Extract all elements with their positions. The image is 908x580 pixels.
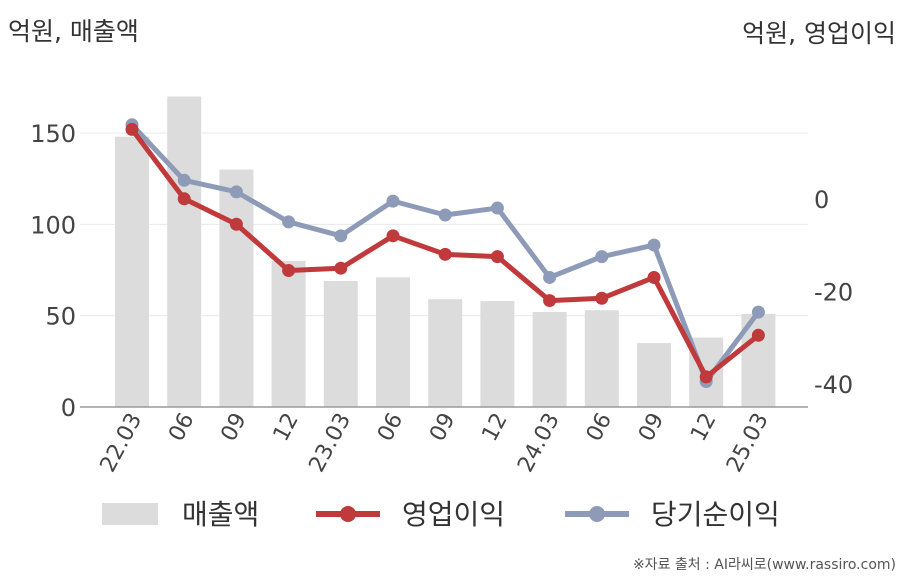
- bar-6: [376, 277, 410, 407]
- point-영업이익-7: [438, 247, 452, 261]
- x-tick-label: 09: [634, 409, 669, 445]
- point-영업이익-10: [595, 291, 609, 305]
- x-tick-label: 06: [373, 409, 408, 445]
- legend-label-영업이익: 영업이익: [402, 498, 505, 531]
- point-영업이익-9: [543, 294, 557, 308]
- point-영업이익-3: [229, 217, 243, 231]
- source-note: ※자료 출처 : AI라씨로(www.rassiro.com): [632, 557, 896, 573]
- x-tick-label: 06: [582, 409, 617, 445]
- bar-5: [323, 280, 358, 407]
- bar-7: [428, 299, 463, 407]
- point-영업이익-8: [490, 250, 504, 264]
- y-right-tick-label: -40: [814, 371, 853, 399]
- point-당기순이익-3: [229, 185, 243, 199]
- point-당기순이익-7: [438, 208, 452, 222]
- legend-marker-당기순이익: [589, 506, 605, 522]
- point-당기순이익-8: [490, 201, 504, 215]
- bar-10: [584, 310, 619, 407]
- x-tick-label: 25.03: [722, 409, 774, 476]
- left-axis-unit: 억원, 매출액: [8, 17, 139, 46]
- y-left-tick-label: 150: [30, 120, 76, 148]
- point-당기순이익-11: [647, 238, 661, 252]
- bar-1: [115, 136, 149, 407]
- point-영업이익-6: [386, 229, 400, 243]
- point-당기순이익-5: [334, 229, 348, 243]
- x-tick-label: 23.03: [304, 409, 356, 476]
- point-당기순이익-9: [543, 270, 557, 284]
- x-tick-label: 12: [477, 409, 512, 445]
- point-영업이익-5: [334, 261, 348, 275]
- y-right-tick-label: 0: [814, 186, 829, 214]
- legend-label-매출액: 매출액: [182, 498, 259, 531]
- bar-11: [637, 343, 671, 407]
- x-tick-label: 09: [216, 409, 251, 445]
- point-영업이익-11: [647, 270, 661, 284]
- point-당기순이익-2: [177, 173, 191, 187]
- point-당기순이익-10: [595, 250, 609, 264]
- point-영업이익-2: [177, 192, 191, 206]
- bar-8: [480, 301, 515, 407]
- point-당기순이익-6: [386, 194, 400, 208]
- point-당기순이익-13: [751, 305, 765, 319]
- y-right-tick-label: -20: [814, 278, 853, 306]
- x-tick-label: 22.03: [96, 409, 148, 476]
- y-left-tick-label: 100: [30, 211, 76, 239]
- point-영업이익-4: [282, 264, 296, 278]
- bar-2: [167, 96, 202, 408]
- point-영업이익-12: [699, 370, 713, 384]
- y-left-tick-label: 0: [61, 394, 76, 422]
- x-tick-label: 06: [164, 409, 199, 445]
- bar-3: [219, 169, 254, 407]
- x-tick-label: 24.03: [513, 409, 565, 476]
- x-tick-label: 12: [686, 409, 721, 445]
- x-tick-label: 12: [269, 409, 304, 445]
- point-당기순이익-4: [282, 215, 296, 229]
- legend-label-당기순이익: 당기순이익: [651, 498, 780, 531]
- x-tick-label: 09: [425, 409, 460, 445]
- right-axis-unit: 억원, 영업이익: [742, 19, 896, 48]
- point-영업이익-1: [125, 122, 139, 136]
- y-left-tick-label: 50: [45, 303, 76, 331]
- bar-4: [271, 260, 306, 407]
- bar-9: [532, 312, 567, 407]
- legend-marker-영업이익: [340, 506, 356, 522]
- point-영업이익-13: [751, 328, 765, 342]
- legend-swatch-매출액: [102, 503, 158, 525]
